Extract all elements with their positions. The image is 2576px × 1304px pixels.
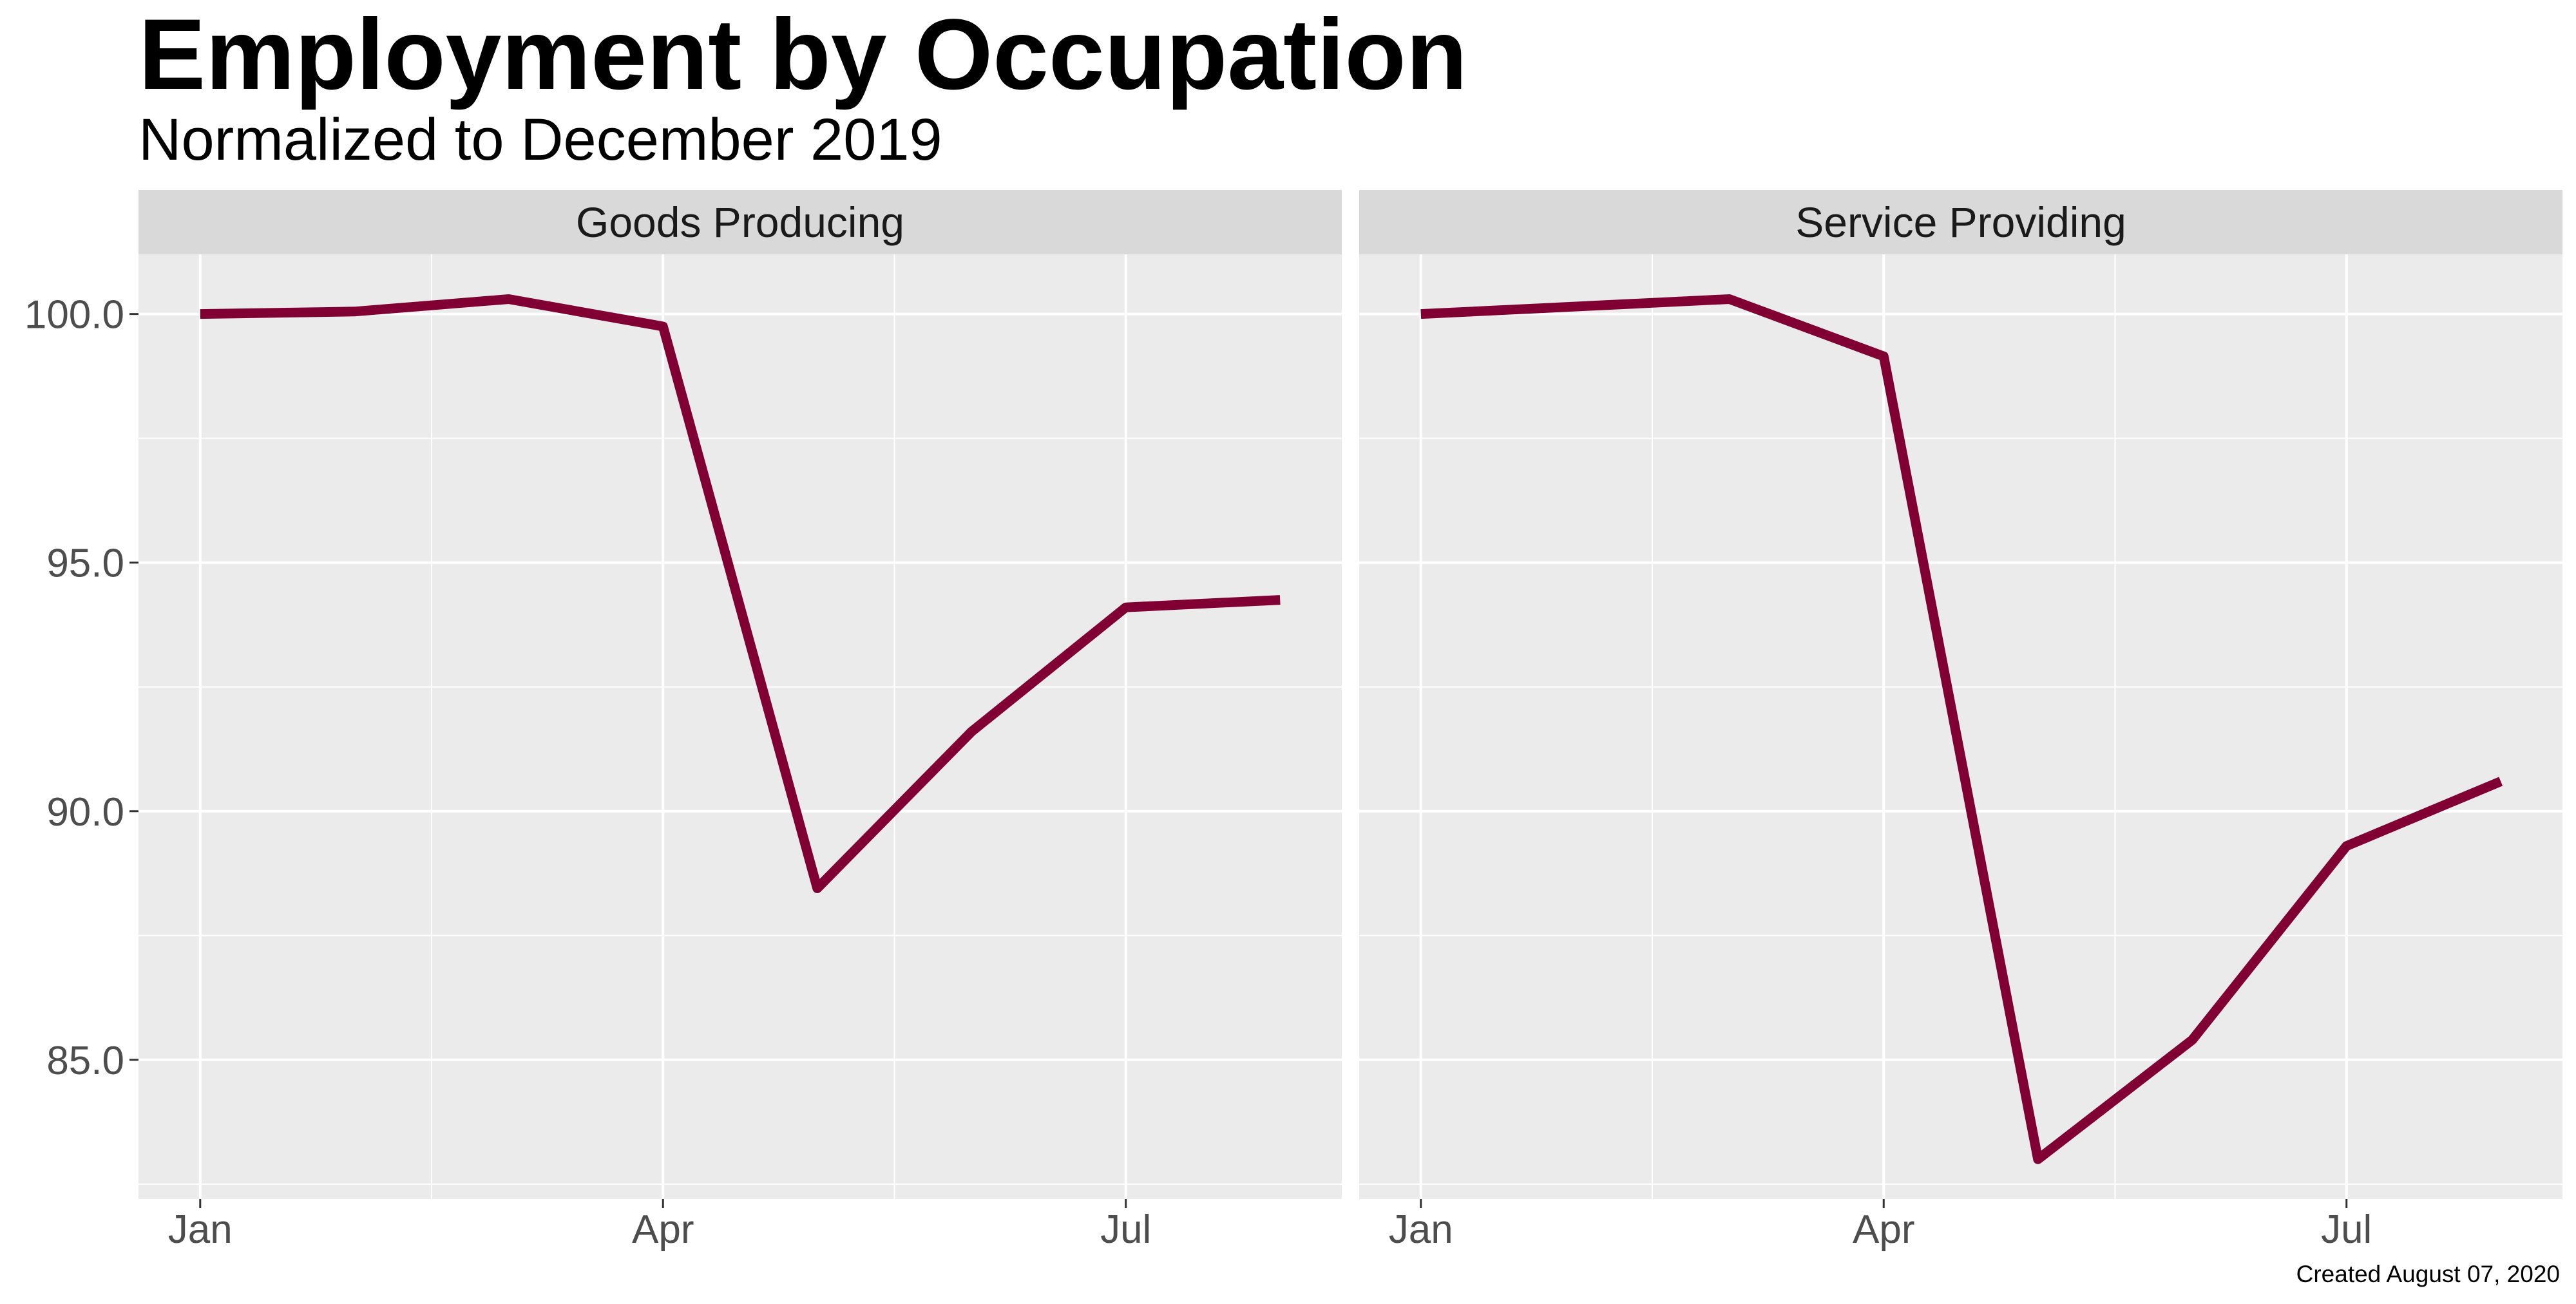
facet-label: Service Providing xyxy=(1795,198,2126,246)
x-tick-label: Apr xyxy=(1853,1207,1914,1252)
series-line xyxy=(200,294,1281,893)
y-tick-label: 100.0 xyxy=(24,293,124,337)
created-caption: Created August 07, 2020 xyxy=(2296,1261,2560,1287)
y-tick-label: 85.0 xyxy=(46,1039,124,1083)
panel-background xyxy=(138,254,1342,1199)
facet-strip xyxy=(138,190,1342,254)
x-tick-label: Apr xyxy=(632,1207,694,1252)
x-tick-label: Jul xyxy=(2321,1207,2372,1252)
chart-title: Employment by Occupation xyxy=(138,0,1467,111)
panel-background xyxy=(1359,254,2562,1199)
series-line xyxy=(1420,294,2503,1164)
panel-1: Goods Producing Jan Apr Jul xyxy=(138,190,1342,1252)
facet-strip xyxy=(1359,190,2562,254)
x-tick-label: Jan xyxy=(1389,1207,1453,1252)
panel-2: Service Providing Jan Apr Jul xyxy=(1359,190,2562,1252)
x-tick-label: Jul xyxy=(1100,1207,1151,1252)
facet-label: Goods Producing xyxy=(576,198,904,246)
y-tick-label: 90.0 xyxy=(46,790,124,835)
y-tick-label: 95.0 xyxy=(46,542,124,586)
chart-subtitle: Normalized to December 2019 xyxy=(138,107,942,173)
x-tick-label: Jan xyxy=(168,1207,233,1252)
